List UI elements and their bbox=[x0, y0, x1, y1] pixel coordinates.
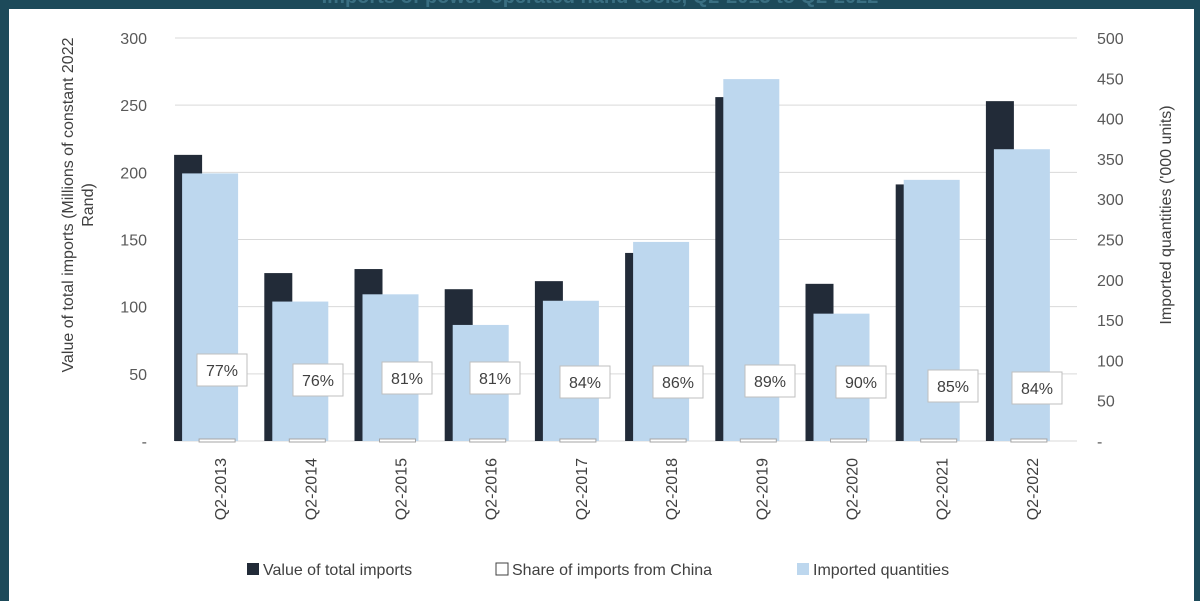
share-label-box bbox=[835, 365, 887, 399]
share-label-box bbox=[927, 369, 979, 403]
legend-label: Imported quantities bbox=[813, 562, 949, 579]
x-tick-label: Q2-2021 bbox=[935, 458, 952, 520]
share-bar bbox=[288, 438, 326, 443]
share-label-box bbox=[292, 363, 344, 397]
x-tick-label: Q2-2022 bbox=[1025, 458, 1042, 520]
share-bar bbox=[649, 438, 687, 443]
x-tick-label: Q2-2017 bbox=[574, 458, 591, 520]
legend-swatch bbox=[797, 563, 809, 575]
left-tick-label: 250 bbox=[120, 98, 147, 115]
share-label: 81% bbox=[479, 371, 511, 388]
x-tick-label: Q2-2013 bbox=[213, 458, 230, 520]
legend-swatch bbox=[495, 562, 509, 576]
share-bar bbox=[559, 438, 597, 443]
legend-label: Value of total imports bbox=[263, 562, 412, 579]
quantity-bar bbox=[633, 241, 690, 441]
share-label-box bbox=[469, 361, 521, 395]
right-tick-label: 100 bbox=[1097, 353, 1124, 370]
share-labels: 77% 76% 81% 81% 84% 86% 89% 90% 85% 84% bbox=[196, 353, 1063, 405]
share-label-box bbox=[652, 365, 704, 399]
share-label: 89% bbox=[754, 374, 786, 391]
right-tick-label: 250 bbox=[1097, 233, 1124, 250]
chart-title: Imports of power-operated hand tools, Q2… bbox=[0, 0, 1200, 9]
share-label: 90% bbox=[845, 375, 877, 392]
x-tick-label: Q2-2015 bbox=[394, 458, 411, 520]
share-bar bbox=[379, 438, 416, 443]
legend-label: Share of imports from China bbox=[512, 562, 712, 579]
x-tick-label: Q2-2016 bbox=[484, 458, 501, 520]
right-tick-label: 200 bbox=[1097, 273, 1124, 290]
right-axis-label: Imported quantities ('000 units) bbox=[1158, 105, 1175, 324]
right-tick-label: 450 bbox=[1097, 71, 1124, 88]
left-axis-label: Value of total imports (Millions of cons… bbox=[60, 37, 97, 372]
share-label-box bbox=[196, 353, 248, 387]
left-tick-label: 100 bbox=[120, 300, 147, 317]
share-label: 76% bbox=[302, 373, 334, 390]
share-label: 81% bbox=[391, 371, 423, 388]
left-tick-label: - bbox=[142, 434, 147, 451]
share-label: 84% bbox=[569, 375, 601, 392]
left-axis-ticks: - 50 100 150 200 250 300 bbox=[120, 31, 147, 451]
right-tick-label: - bbox=[1097, 434, 1102, 451]
x-tick-label: Q2-2020 bbox=[845, 458, 862, 520]
right-tick-label: 500 bbox=[1097, 31, 1124, 48]
share-label: 84% bbox=[1021, 381, 1053, 398]
right-tick-label: 400 bbox=[1097, 112, 1124, 129]
x-axis-ticks: Q2-2013 Q2-2014 Q2-2015 Q2-2016 Q2-2017 Q2-20… bbox=[213, 458, 1042, 520]
left-tick-label: 300 bbox=[120, 31, 147, 48]
right-tick-label: 150 bbox=[1097, 313, 1124, 330]
share-label: 86% bbox=[662, 375, 694, 392]
share-bar bbox=[198, 438, 236, 443]
right-axis-ticks: - 50 100 150 200 250 300 350 400 450 500 bbox=[1097, 31, 1124, 451]
right-border bbox=[1194, 0, 1200, 601]
share-bar bbox=[1010, 438, 1048, 443]
left-tick-label: 50 bbox=[129, 367, 147, 384]
x-tick-label: Q2-2014 bbox=[303, 458, 320, 520]
share-label: 77% bbox=[206, 363, 238, 380]
right-tick-label: 350 bbox=[1097, 152, 1124, 169]
share-label-box bbox=[744, 364, 796, 398]
left-border bbox=[0, 0, 9, 601]
share-label-box bbox=[381, 361, 433, 395]
legend: Value of total imports Share of imports f… bbox=[247, 562, 949, 579]
share-bar bbox=[469, 438, 507, 443]
left-tick-label: 150 bbox=[120, 233, 147, 250]
legend-swatch bbox=[247, 563, 259, 575]
share-label-box bbox=[1011, 371, 1063, 405]
right-tick-label: 300 bbox=[1097, 192, 1124, 209]
share-bar bbox=[830, 438, 867, 443]
right-tick-label: 50 bbox=[1097, 394, 1115, 411]
title-band: Imports of power-operated hand tools, Q2… bbox=[0, 0, 1200, 9]
x-tick-label: Q2-2018 bbox=[664, 458, 681, 520]
left-tick-label: 200 bbox=[120, 165, 147, 182]
share-bar bbox=[739, 438, 777, 443]
quantity-bar bbox=[182, 173, 239, 441]
share-bar bbox=[920, 438, 958, 443]
share-label-box bbox=[559, 365, 611, 399]
x-tick-label: Q2-2019 bbox=[754, 458, 771, 520]
share-label: 85% bbox=[937, 379, 969, 396]
